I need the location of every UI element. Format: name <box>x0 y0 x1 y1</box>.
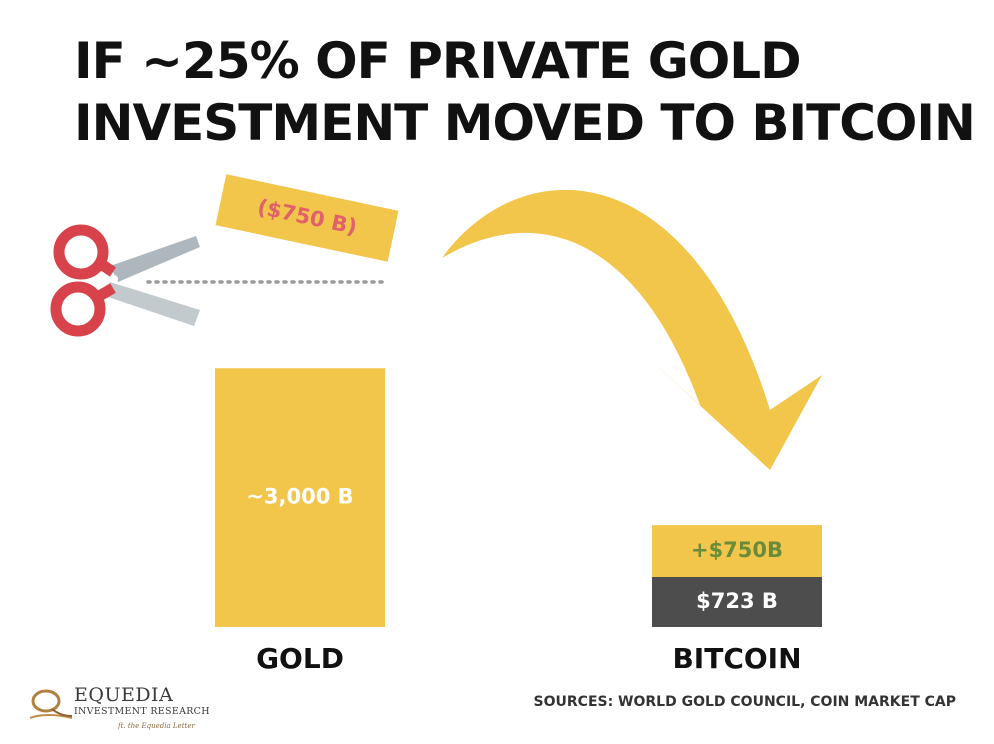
page-title: IF ~25% OF PRIVATE GOLD INVESTMENT MOVED… <box>74 30 976 154</box>
bar-bitcoin-base <box>652 577 822 627</box>
category-label-bitcoin: BITCOIN <box>672 642 802 675</box>
equedia-logo-icon <box>29 689 73 719</box>
title-line-2: INVESTMENT MOVED TO BITCOIN <box>74 94 976 152</box>
data-label-bitcoin-base: $723 B <box>696 589 778 613</box>
bar-gold <box>215 368 385 627</box>
bar-bitcoin-added <box>652 525 822 577</box>
curved-arrow-icon <box>442 189 822 470</box>
title-line-1: IF ~25% OF PRIVATE GOLD <box>74 32 802 90</box>
data-label-bitcoin-added: +$750B <box>691 538 783 562</box>
logo-subtitle: INVESTMENT RESEARCH <box>74 706 210 717</box>
logo-name: EQUEDIA <box>74 684 174 706</box>
sources-note: SOURCES: WORLD GOLD COUNCIL, COIN MARKET… <box>533 694 956 710</box>
bar-gold-cut <box>215 174 399 262</box>
data-label-gold: ~3,000 B <box>246 485 353 509</box>
category-label-gold: GOLD <box>256 642 344 675</box>
logo-tagline: ft. the Equedia Letter <box>118 722 195 730</box>
scissors-icon <box>50 224 200 337</box>
equedia-logo: EQUEDIA INVESTMENT RESEARCH ft. the Eque… <box>26 684 226 734</box>
